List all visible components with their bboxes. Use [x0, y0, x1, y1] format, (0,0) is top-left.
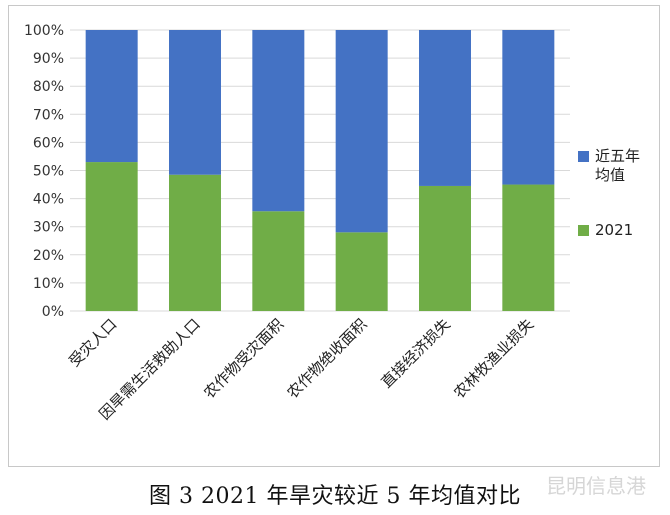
- bar-segment: [335, 232, 388, 311]
- bar-segment: [419, 185, 471, 311]
- x-tick-label: 农作物绝收面积: [284, 315, 371, 402]
- legend-swatch: [578, 225, 589, 236]
- y-tick-label: 70%: [33, 107, 64, 123]
- bar-segment: [85, 30, 138, 163]
- bar-segment: [502, 30, 555, 185]
- x-tick-label: 受灾人口: [65, 315, 120, 370]
- legend-label: 近五年均值: [595, 147, 640, 184]
- bar-segment: [169, 174, 221, 311]
- y-tick-label: 10%: [33, 276, 64, 292]
- figure-caption: 图 3 2021 年旱灾较近 5 年均值对比: [149, 484, 521, 509]
- stacked-bar-chart: 0%10%20%30%40%50%60%70%80%90%100%受灾人口因旱需…: [24, 23, 640, 423]
- bar-segment: [419, 30, 471, 186]
- y-tick-label: 0%: [42, 304, 64, 320]
- bar-segment: [335, 30, 388, 233]
- y-tick-label: 20%: [33, 248, 64, 264]
- legend-swatch: [578, 151, 589, 162]
- bar-segment: [252, 211, 305, 311]
- bar-segment: [85, 162, 138, 311]
- x-tick-label: 直接经济损失: [377, 315, 453, 391]
- y-tick-label: 30%: [33, 220, 64, 236]
- y-tick-label: 80%: [33, 79, 64, 95]
- y-tick-label: 60%: [33, 135, 64, 151]
- y-tick-label: 100%: [24, 23, 64, 39]
- legend-label: 2021: [595, 221, 633, 239]
- x-tick-label: 农作物受灾面积: [200, 315, 287, 402]
- bar-segment: [252, 30, 305, 212]
- bar-segment: [502, 184, 555, 311]
- watermark-text: 昆明信息港: [546, 474, 646, 498]
- y-tick-label: 50%: [33, 164, 64, 180]
- x-tick-label: 农林牧渔业损失: [450, 315, 537, 402]
- bar-segment: [169, 30, 221, 175]
- y-tick-label: 90%: [33, 51, 64, 67]
- y-tick-label: 40%: [33, 192, 64, 208]
